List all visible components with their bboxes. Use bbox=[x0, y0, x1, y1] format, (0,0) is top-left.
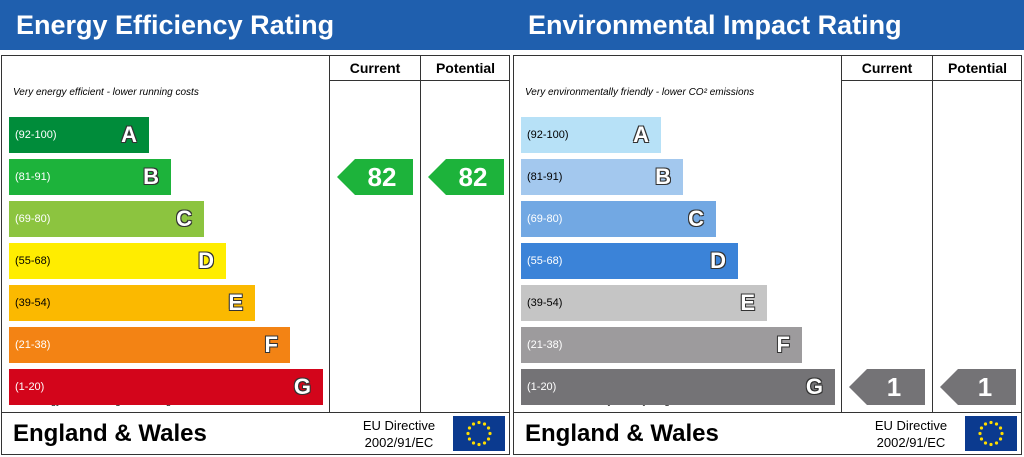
rating-band-a: (92-100) A bbox=[9, 117, 149, 153]
current-arrow-polygon bbox=[849, 369, 925, 405]
directive-line-2: 2002/91/EC bbox=[876, 435, 946, 450]
eu-directive: EU Directive 2002/91/EC bbox=[352, 417, 446, 451]
band-range-label: (1-20) bbox=[527, 381, 557, 393]
current-arrow-shape bbox=[337, 159, 413, 195]
rating-band-d: (55-68) D bbox=[521, 243, 738, 279]
band-range-label: (55-68) bbox=[527, 255, 563, 267]
footer-divider bbox=[514, 412, 1021, 413]
top-note: Very environmentally friendly - lower CO… bbox=[525, 87, 755, 98]
top-note: Very energy efficient - lower running co… bbox=[13, 87, 199, 98]
current-arrow-polygon bbox=[337, 159, 413, 195]
band-letter: A bbox=[121, 122, 137, 147]
directive-line-2: 2002/91/EC bbox=[364, 435, 434, 450]
band-range-label: (69-80) bbox=[527, 213, 563, 225]
band-range-label: (21-38) bbox=[15, 339, 51, 351]
column-header-potential: Potential bbox=[435, 60, 496, 76]
directive-line-1: EU Directive bbox=[874, 418, 948, 433]
rating-frame: Current Potential Very energy efficient - … bbox=[1, 55, 510, 455]
divider-current bbox=[841, 56, 842, 413]
potential-rating-value: 1 bbox=[977, 372, 993, 402]
rating-band-c: (69-80) C bbox=[9, 201, 204, 237]
potential-arrow-polygon bbox=[940, 369, 1016, 405]
band-range-label: (69-80) bbox=[15, 213, 51, 225]
eu-flag-icon bbox=[453, 416, 505, 451]
potential-arrow-shape bbox=[940, 369, 1016, 405]
band-range-label: (92-100) bbox=[15, 129, 57, 141]
band-range-label: (39-54) bbox=[527, 297, 563, 309]
band-letter: C bbox=[176, 206, 192, 231]
eu-flag-icon bbox=[965, 416, 1017, 451]
band-letter: G bbox=[293, 374, 311, 399]
rating-band-a: (92-100) A bbox=[521, 117, 661, 153]
rating-title: Energy Efficiency Rating bbox=[0, 0, 512, 50]
band-letter: D bbox=[198, 248, 214, 273]
rating-frame: Current Potential Very environmentally fri… bbox=[513, 55, 1022, 455]
potential-arrow-polygon bbox=[428, 159, 504, 195]
band-range-label: (1-20) bbox=[15, 381, 45, 393]
eu-directive: EU Directive 2002/91/EC bbox=[864, 417, 958, 451]
band-letter: D bbox=[710, 248, 726, 273]
rating-band-e: (39-54) E bbox=[9, 285, 255, 321]
band-letter: A bbox=[633, 122, 649, 147]
rating-band-e: (39-54) E bbox=[521, 285, 767, 321]
band-letter: F bbox=[776, 332, 790, 357]
rating-band-g: (1-20) G bbox=[9, 369, 323, 405]
band-letter: C bbox=[688, 206, 704, 231]
divider-current bbox=[329, 56, 330, 413]
column-header-potential: Potential bbox=[947, 60, 1008, 76]
band-letter: F bbox=[264, 332, 278, 357]
column-header-current: Current bbox=[349, 60, 401, 76]
region-label: England & Wales bbox=[525, 420, 719, 447]
band-letter: B bbox=[143, 164, 159, 189]
current-arrow-shape bbox=[849, 369, 925, 405]
current-rating-value: 82 bbox=[367, 162, 397, 192]
band-range-label: (81-91) bbox=[527, 171, 563, 183]
potential-arrow-shape bbox=[428, 159, 504, 195]
header-divider bbox=[841, 80, 1022, 81]
rating-band-g: (1-20) G bbox=[521, 369, 835, 405]
rating-band-b: (81-91) B bbox=[9, 159, 171, 195]
band-letter: G bbox=[805, 374, 823, 399]
rating-title: Environmental Impact Rating bbox=[512, 0, 1024, 50]
potential-rating-arrow: 82 bbox=[428, 159, 504, 195]
band-range-label: (81-91) bbox=[15, 171, 51, 183]
potential-rating-value: 82 bbox=[458, 162, 488, 192]
rating-band-c: (69-80) C bbox=[521, 201, 716, 237]
band-letter: B bbox=[655, 164, 671, 189]
header-divider bbox=[329, 80, 510, 81]
band-range-label: (21-38) bbox=[527, 339, 563, 351]
footer-divider bbox=[2, 412, 509, 413]
rating-band-b: (81-91) B bbox=[521, 159, 683, 195]
directive-line-1: EU Directive bbox=[362, 418, 436, 433]
current-rating-arrow: 1 bbox=[849, 369, 925, 405]
band-range-label: (92-100) bbox=[527, 129, 569, 141]
band-range-label: (39-54) bbox=[15, 297, 51, 309]
band-letter: E bbox=[740, 290, 755, 315]
region-label: England & Wales bbox=[13, 420, 207, 447]
rating-band-d: (55-68) D bbox=[9, 243, 226, 279]
rating-band-f: (21-38) F bbox=[521, 327, 802, 363]
band-letter: E bbox=[228, 290, 243, 315]
band-range-label: (55-68) bbox=[15, 255, 51, 267]
divider-potential bbox=[932, 56, 933, 413]
current-rating-arrow: 82 bbox=[337, 159, 413, 195]
current-rating-value: 1 bbox=[886, 372, 902, 402]
divider-potential bbox=[420, 56, 421, 413]
environmental-impact-panel: Environmental Impact Rating Current Potent… bbox=[512, 0, 1024, 457]
energy-efficiency-panel: Energy Efficiency Rating Current Potential… bbox=[0, 0, 512, 455]
potential-rating-arrow: 1 bbox=[940, 369, 1016, 405]
rating-band-f: (21-38) F bbox=[9, 327, 290, 363]
column-header-current: Current bbox=[861, 60, 913, 76]
